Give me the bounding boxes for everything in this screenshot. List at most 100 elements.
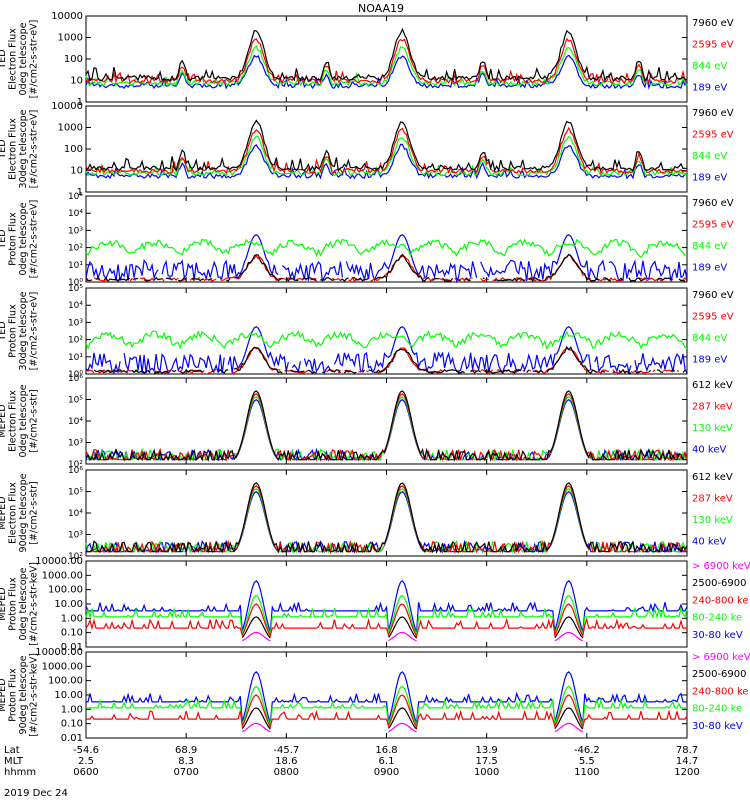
series-line [242,631,584,642]
y-tick-label: 1.00 [61,704,83,715]
series-line [85,490,687,555]
y-tick-label: 10¹ [68,353,83,363]
y-tick-label: 10² [68,552,83,562]
y-tick-label: 1 [77,187,83,198]
x-tick-label-lat: 13.9 [476,745,498,756]
y-tick-label: 10³ [68,226,83,236]
y-tick-label: 1 [77,97,83,108]
series-line [241,616,584,639]
legend-entry: 7960 eV [692,108,734,119]
y-axis-label-line: MEPED [0,678,8,711]
panel-meped-proton-0deg: 0.010.101.0010.00100.001000.0010000.00ME… [0,556,750,653]
y-tick-label: 100 [64,54,83,65]
legend-entry: 2595 eV [692,40,734,51]
x-row-label: Lat [4,745,20,756]
x-tick-label-lat: 78.7 [676,745,698,756]
panel-frame [85,377,688,465]
panel-ted-proton-0deg: 10⁰ 10¹ 10² 10³ 10⁴ 10⁵ TEDProton Flux0deg tel… [0,192,734,288]
y-tick-label: 0.01 [61,642,83,653]
y-axis-label-line: 90deg telescope [18,655,29,734]
x-tick-label-mlt: 6.1 [379,756,395,767]
legend-entry: 40 keV [692,445,726,456]
y-tick-label: 0.01 [61,733,83,744]
y-axis-label: MEPEDProton Flux90deg telescope[#/cm2-s-… [0,653,40,737]
y-tick-label: 10000.00 [35,556,83,567]
series-line [85,398,688,462]
y-axis-label: MEPEDElectron Flux90deg telescope[#/cm2-… [0,473,40,552]
y-tick-label: 10.00 [54,599,83,610]
y-axis-label-line: MEPED [0,587,8,620]
y-axis-label-line: 0deg telescope [18,202,29,275]
y-tick-label: 1000 [58,33,83,44]
legend-entry: 612 keV [692,380,733,391]
panel-frame [85,651,688,739]
y-axis-label-line: 0deg telescope [18,22,29,95]
legend-entry: 80-240 ke [692,704,742,715]
y-tick-label: 100.00 [48,585,83,596]
x-row-label: hhmm [4,767,36,778]
x-tick-label-lat: -54.6 [73,745,99,756]
y-axis-label-line: [#/cm2-s-str-eV] [29,20,40,99]
y-tick-label: 10.00 [54,690,83,701]
y-tick-label: 10⁴ [68,509,83,519]
y-tick-label: 10 [70,76,83,87]
y-axis-label: TEDProton Flux30deg telescope[#/cm2-s-st… [0,291,40,370]
series-line [85,393,688,463]
y-axis-label-line: TED [0,49,8,69]
y-axis-label-line: Proton Flux [8,668,19,722]
y-tick-label: 10⁵ [68,396,83,406]
legend-entry: 130 keV [692,515,733,526]
series-line [93,345,686,374]
panel-frame [85,105,688,193]
y-axis-label-line: Proton Flux [8,212,19,266]
legend-entry: 240-800 ke [692,595,749,606]
x-tick-label-hhmm: 1200 [674,767,699,778]
y-tick-label: 10⁶ [68,374,83,384]
series-line [85,330,688,351]
x-tick-label-mlt: 8.3 [178,756,194,767]
date-label: 2019 Dec 24 [4,788,68,799]
y-tick-label: 10⁵ [68,488,83,498]
series-line [241,707,584,730]
series-line [86,670,687,724]
y-axis-label-line: Electron Flux [8,28,19,90]
legend-entry: 189 eV [692,355,727,366]
y-tick-label: 1.00 [61,613,83,624]
legend-entry: 80-240 ke [692,613,742,624]
legend-entry: 844 eV [692,151,727,162]
series-line [86,396,688,462]
series-line [86,694,688,729]
legend-entry: 844 eV [692,241,727,252]
legend-entry: > 6900 keV [692,652,750,663]
legend-entry: 189 eV [692,83,727,94]
x-tick-label-hhmm: 0700 [173,767,198,778]
y-tick-label: 1000 [58,123,83,134]
series-line [85,253,686,282]
series-line [85,325,688,375]
panel-ted-electron-30deg: 1 10 100 1000 10000 TEDElectron Flux30deg tel… [0,101,734,198]
x-tick-label-hhmm: 0900 [374,767,399,778]
y-axis-label: TEDProton Flux0deg telescope[#/cm2-s-str… [0,200,40,279]
x-tick-label-lat: -46.2 [574,745,600,756]
y-axis-label: TEDElectron Flux0deg telescope[#/cm2-s-s… [0,20,40,99]
series-line [85,233,688,284]
y-axis-label-line: Electron Flux [8,482,19,544]
y-tick-label: 10⁰ [68,370,83,380]
y-axis-label-line: 30deg telescope [18,291,29,370]
legend-entry: 2595 eV [692,130,734,141]
x-tick-label-lat: -45.7 [273,745,299,756]
y-tick-label: 0.10 [61,628,83,639]
series-line [85,143,688,180]
y-axis-label-line: [#/cm2-s-str] [29,389,40,452]
y-axis-label-line: TED [0,229,8,249]
y-tick-label: 10⁴ [68,209,83,219]
y-tick-label: 10³ [68,318,83,328]
series-line [85,238,688,259]
series-line [242,722,584,733]
panel-meped-proton-90deg: 0.010.101.0010.00100.001000.0010000.00ME… [0,647,750,744]
legend-entry: 240-800 ke [692,686,749,697]
series-line [85,37,688,86]
y-axis-label-line: Proton Flux [8,577,19,631]
y-tick-label: 100 [64,144,83,155]
